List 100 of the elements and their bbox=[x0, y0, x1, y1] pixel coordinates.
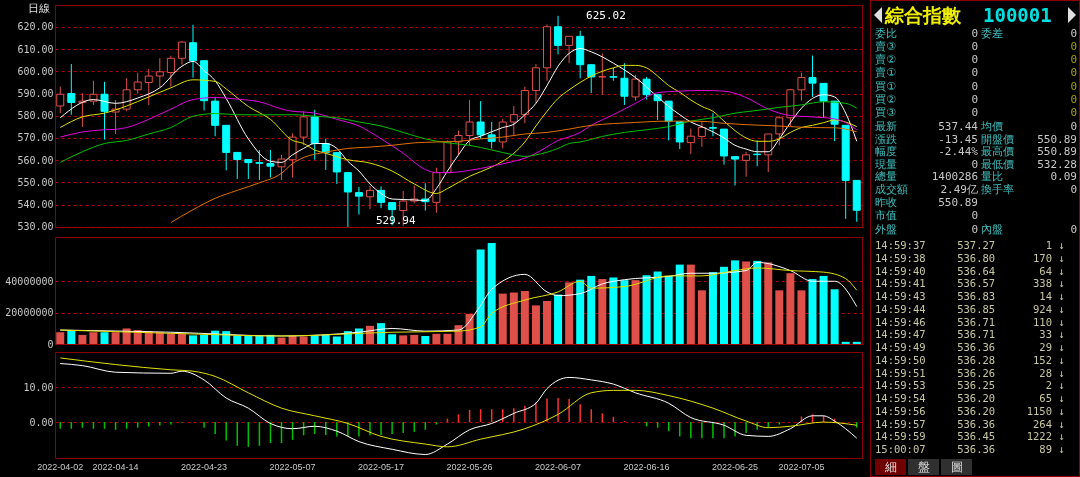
text: 買③ bbox=[875, 106, 896, 119]
bar bbox=[531, 305, 540, 344]
text: 14:59:53 536.25 2 ↓ bbox=[875, 379, 1065, 392]
text: 外盤 bbox=[875, 223, 897, 236]
bar bbox=[543, 301, 551, 344]
text: 14:59:43 536.83 14 ↓ bbox=[875, 290, 1065, 302]
y-tick-label: 620.00 bbox=[17, 21, 54, 33]
y-tick-label: 550.00 bbox=[17, 176, 54, 188]
y-tick-label: 570.00 bbox=[17, 132, 54, 144]
text: 0 bbox=[1070, 223, 1077, 236]
candlestick bbox=[554, 15, 563, 55]
bar bbox=[410, 334, 419, 344]
candlestick bbox=[244, 159, 253, 180]
text: 市值 bbox=[875, 209, 897, 222]
bar bbox=[520, 290, 529, 344]
text: 換手率 bbox=[981, 183, 1014, 196]
text: 0 bbox=[1070, 106, 1077, 119]
bar bbox=[388, 334, 397, 344]
candlestick bbox=[509, 105, 518, 137]
text: 圖 bbox=[941, 459, 972, 475]
candlestick bbox=[531, 63, 540, 104]
text: 537.44 bbox=[938, 120, 978, 133]
text: 總量 bbox=[875, 170, 897, 183]
y-tick-label: 20000000 bbox=[5, 307, 54, 319]
text: 1400286 bbox=[931, 170, 978, 183]
bar bbox=[675, 264, 684, 344]
text: 最新 bbox=[875, 120, 897, 133]
bar bbox=[653, 271, 662, 344]
y-tick-label: 610.00 bbox=[17, 43, 54, 55]
text: 15:00:07 536.36 89 ↓ bbox=[875, 443, 1065, 455]
bar bbox=[598, 279, 607, 344]
candlestick bbox=[819, 82, 828, 119]
candlestick bbox=[177, 40, 186, 66]
text: -2.44% bbox=[938, 145, 978, 158]
text: 綜合指數 bbox=[885, 4, 961, 26]
candlestick bbox=[266, 149, 275, 178]
bar bbox=[277, 337, 286, 344]
text: 0 bbox=[1070, 93, 1077, 106]
text: 漲跌 bbox=[875, 133, 897, 146]
bar bbox=[332, 336, 341, 344]
x-tick-label: 2022-06-16 bbox=[623, 461, 670, 472]
bar bbox=[609, 277, 618, 344]
candlestick bbox=[144, 68, 153, 106]
bar bbox=[498, 293, 507, 344]
text: 0 bbox=[971, 209, 978, 222]
text: 0 bbox=[1070, 80, 1077, 93]
text: 現量 bbox=[875, 158, 897, 171]
bar bbox=[686, 264, 695, 344]
bar bbox=[67, 330, 76, 344]
bar bbox=[189, 335, 197, 344]
x-tick-label: 2022-04-23 bbox=[181, 461, 228, 472]
text: 盤 bbox=[908, 459, 939, 475]
text: 14:59:37 537.27 1 ↓ bbox=[875, 239, 1065, 251]
bar bbox=[421, 336, 430, 344]
x-tick-label: 2022-04-02 bbox=[37, 461, 84, 472]
text: 14:59:46 536.71 110 ↓ bbox=[875, 315, 1065, 328]
text: 14:59:47 536.71 33 ↓ bbox=[875, 328, 1065, 341]
bar bbox=[432, 333, 441, 344]
bar bbox=[742, 261, 751, 344]
candlestick bbox=[664, 100, 673, 141]
line-series bbox=[170, 120, 858, 224]
bar bbox=[797, 290, 806, 344]
bar bbox=[708, 272, 717, 344]
candlestick bbox=[89, 80, 98, 106]
bar bbox=[299, 336, 308, 344]
bar bbox=[642, 275, 651, 344]
candlestick bbox=[343, 172, 352, 228]
x-tick-label: 2022-06-25 bbox=[712, 461, 759, 472]
candlestick bbox=[233, 151, 242, 180]
bar bbox=[697, 290, 706, 344]
text: 0 bbox=[971, 66, 978, 79]
bar bbox=[830, 289, 839, 344]
text: 買② bbox=[875, 93, 896, 106]
bar bbox=[100, 332, 109, 344]
bar bbox=[808, 279, 817, 344]
candlestick bbox=[731, 156, 740, 186]
text: 0 bbox=[1070, 40, 1077, 53]
candlestick bbox=[686, 127, 695, 155]
candlestick bbox=[155, 57, 164, 88]
text: 0 bbox=[1070, 27, 1077, 40]
bar bbox=[321, 334, 330, 344]
candlestick bbox=[133, 72, 142, 95]
y-tick-label: 40000000 bbox=[5, 275, 54, 287]
text: 均價 bbox=[981, 120, 1003, 133]
bar bbox=[819, 275, 828, 344]
text: 內盤 bbox=[981, 223, 1003, 236]
candlestick bbox=[808, 55, 817, 98]
y-tick-label: 0 bbox=[47, 338, 54, 350]
bar bbox=[753, 260, 762, 344]
text: 買① bbox=[875, 80, 896, 93]
y-tick-label: 530.00 bbox=[17, 221, 54, 233]
bar bbox=[399, 335, 408, 344]
x-tick-label: 2022-05-17 bbox=[358, 461, 405, 472]
bar bbox=[565, 282, 574, 344]
text: 賣② bbox=[875, 53, 896, 66]
text: 量比 bbox=[981, 170, 1003, 183]
text: 14:59:56 536.20 1150 ↓ bbox=[875, 404, 1065, 417]
candlestick bbox=[708, 112, 717, 137]
candlestick bbox=[620, 62, 629, 106]
text: 14:59:54 536.20 65 ↓ bbox=[875, 392, 1065, 404]
